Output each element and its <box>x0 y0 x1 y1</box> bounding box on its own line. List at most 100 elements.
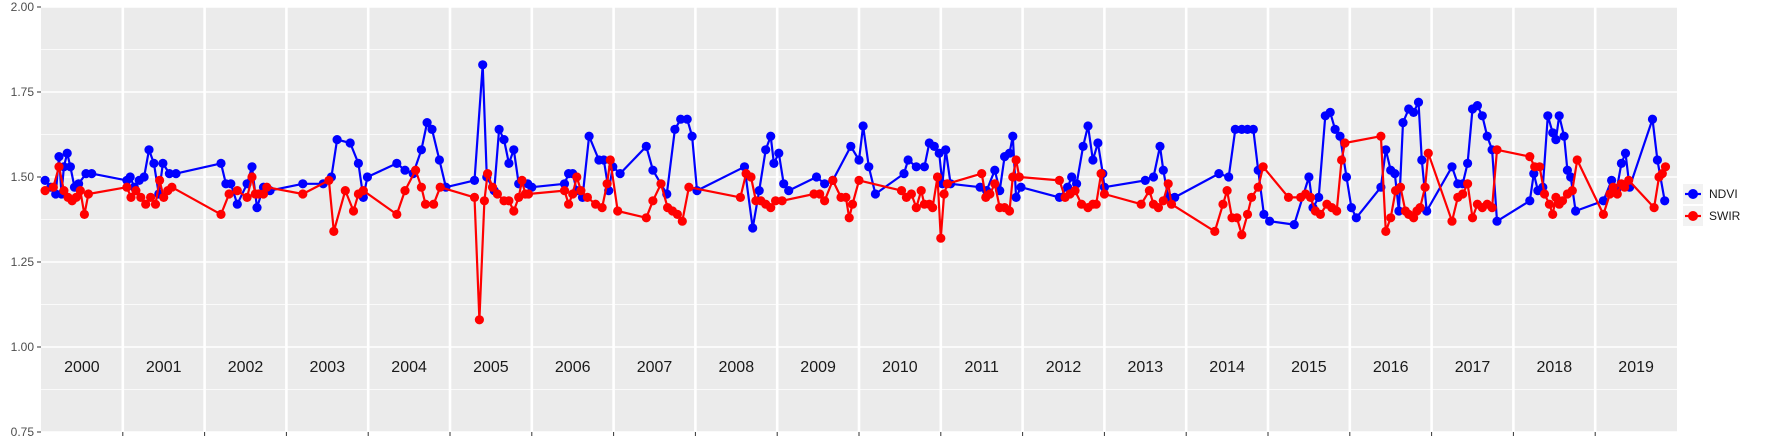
data-point-swir <box>1539 189 1550 199</box>
data-point-swir <box>1535 162 1545 172</box>
data-point-swir <box>469 192 480 202</box>
data-point-ndvi <box>1259 209 1269 219</box>
legend: NDVI SWIR <box>1683 184 1741 226</box>
data-point-swir <box>735 192 746 202</box>
data-point-ndvi <box>1304 172 1314 182</box>
data-point-ndvi <box>1472 101 1482 111</box>
data-point-ndvi <box>1008 131 1018 141</box>
data-point-ndvi <box>1463 158 1473 168</box>
data-point-swir <box>602 179 612 189</box>
data-point-ndvi <box>1351 213 1361 223</box>
data-point-ndvi <box>648 165 658 175</box>
data-point-swir <box>348 206 359 216</box>
data-point-swir <box>777 196 787 206</box>
data-point-swir <box>83 189 93 199</box>
y-tick-label: 1.00 <box>11 340 35 354</box>
data-point-ndvi <box>1409 107 1419 117</box>
data-point-swir <box>1620 182 1630 192</box>
data-point-ndvi <box>1325 107 1335 117</box>
data-point-ndvi <box>1155 141 1165 151</box>
facet-year-label: 2016 <box>1373 359 1409 376</box>
data-point-swir <box>242 192 252 202</box>
legend-label-swir: SWIR <box>1709 209 1741 223</box>
data-point-ndvi <box>164 169 174 179</box>
data-point-swir <box>936 233 946 243</box>
data-point-ndvi <box>353 158 363 168</box>
data-point-ndvi <box>1265 216 1275 226</box>
data-point-ndvi <box>252 203 262 213</box>
data-point-swir <box>1258 162 1268 172</box>
facet-year-label: 2011 <box>964 359 999 376</box>
data-point-swir <box>1492 145 1502 155</box>
data-point-ndvi <box>779 179 789 189</box>
data-point-swir <box>54 162 64 172</box>
data-point-swir <box>1242 209 1253 219</box>
data-point-swir <box>48 182 58 192</box>
data-point-swir <box>150 199 161 209</box>
facet-year-label: 2010 <box>882 359 918 376</box>
data-point-ndvi <box>478 60 488 70</box>
data-point-swir <box>911 203 921 213</box>
data-point-ndvi <box>676 114 686 124</box>
data-point-swir <box>474 315 484 325</box>
data-point-ndvi <box>1394 206 1404 216</box>
data-point-ndvi <box>1554 111 1564 121</box>
data-point-ndvi <box>754 186 764 196</box>
data-point-swir <box>990 179 1000 189</box>
data-point-swir <box>1420 182 1430 192</box>
data-point-swir <box>232 186 242 196</box>
data-point-ndvi <box>1647 114 1658 124</box>
data-point-ndvi <box>494 124 504 134</box>
data-point-swir <box>400 186 410 196</box>
data-point-swir <box>1525 152 1535 162</box>
y-axis: 0.75 1.00 1.25 1.50 1.75 2.00 <box>11 0 41 439</box>
facet-year-label: 2009 <box>800 359 836 376</box>
data-point-ndvi <box>345 138 355 148</box>
facet-year-label: 2003 <box>310 359 346 376</box>
data-point-swir <box>815 189 825 199</box>
data-point-ndvi <box>1417 155 1427 165</box>
data-point-ndvi <box>854 155 864 165</box>
data-point-swir <box>247 172 257 182</box>
data-point-ndvi <box>1289 220 1299 230</box>
data-point-ndvi <box>1341 172 1352 182</box>
data-point-ndvi <box>125 172 135 182</box>
data-point-ndvi <box>990 165 1000 175</box>
y-tick-label: 1.25 <box>11 255 35 269</box>
data-point-swir <box>1395 182 1406 192</box>
data-point-ndvi <box>509 145 519 155</box>
data-point-swir <box>939 189 949 199</box>
data-point-ndvi <box>1093 138 1103 148</box>
data-point-ndvi <box>1067 172 1077 182</box>
data-point-swir <box>1163 179 1173 189</box>
data-point-swir <box>568 189 578 199</box>
data-point-swir <box>1612 189 1622 199</box>
facet-year-label: 2019 <box>1618 359 1654 376</box>
data-point-ndvi <box>584 131 594 141</box>
data-point-ndvi <box>65 162 75 172</box>
data-point-ndvi <box>941 145 951 155</box>
data-point-swir <box>509 206 519 216</box>
data-point-swir <box>977 169 987 179</box>
legend-label-ndvi: NDVI <box>1709 187 1738 201</box>
data-point-swir <box>576 186 586 196</box>
data-point-ndvi <box>1381 145 1391 155</box>
data-point-ndvi <box>687 131 697 141</box>
series-swir <box>40 131 1671 325</box>
data-point-swir <box>942 179 952 189</box>
data-point-swir <box>854 175 864 185</box>
data-point-swir <box>1605 189 1615 199</box>
data-point-swir <box>847 199 858 209</box>
data-point-swir <box>79 209 89 219</box>
data-point-swir <box>258 189 269 199</box>
data-point-swir <box>358 186 368 196</box>
data-point-swir <box>136 192 146 202</box>
data-point-swir <box>167 182 177 192</box>
data-point-ndvi <box>400 165 410 175</box>
data-point-ndvi <box>1543 111 1553 121</box>
data-point-swir <box>1218 199 1228 209</box>
data-point-ndvi <box>1088 155 1098 165</box>
year-facets: 2000 2001 2002 2003 2004 2005 2006 2007 2008 2009… <box>64 359 1654 436</box>
data-point-swir <box>1008 172 1018 182</box>
data-point-swir <box>1096 169 1106 179</box>
